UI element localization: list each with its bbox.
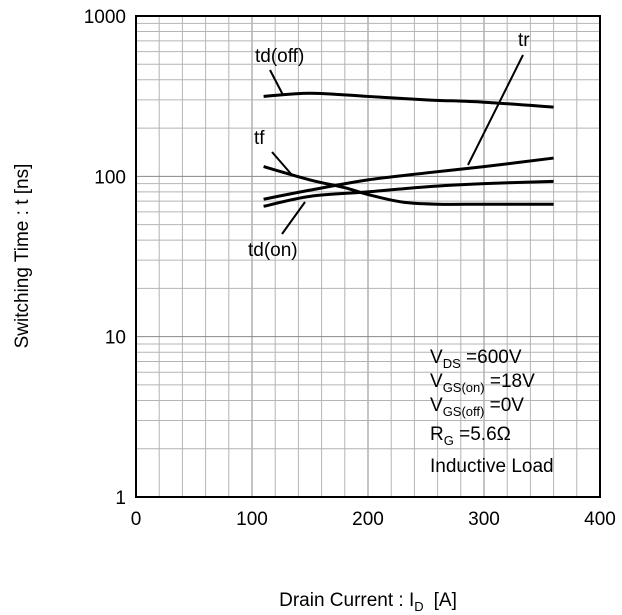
x-tick-label: 200 [352, 509, 384, 530]
note-vgs-on: VGS(on) =18V [430, 371, 535, 395]
leader-td-on [281, 201, 306, 235]
label-tr: tr [518, 30, 530, 51]
y-tick-labels: 1 10 100 1000 [84, 7, 126, 509]
series-tf-line [263, 165, 554, 206]
x-axis-label: Drain Current : ID [A] [279, 590, 457, 614]
series-td-off-line [263, 91, 554, 109]
x-tick-label: 300 [468, 509, 500, 530]
plot-frame [135, 15, 601, 498]
curves [263, 91, 554, 208]
series-td-on-line [263, 179, 554, 208]
y-tick-label: 100 [94, 167, 126, 188]
y-tick-label: 1000 [84, 7, 126, 28]
leader-tf [271, 151, 293, 176]
note-vds: VDS =600V [430, 347, 522, 371]
y-tick-label: 10 [105, 328, 126, 349]
y-tick-label: 1 [115, 488, 126, 509]
note-vgs-off: VGS(off) =0V [430, 395, 524, 419]
note-rg: RG =5.6Ω [430, 424, 511, 448]
leader-tr [467, 54, 524, 166]
x-tick-labels: 0 100 200 300 400 [131, 509, 616, 530]
y-axis-label: Switching Time : t [ns] [12, 164, 33, 349]
x-tick-label: 0 [131, 509, 142, 530]
leader-td-off [269, 69, 284, 96]
x-tick-label: 100 [236, 509, 268, 530]
series-tr-line [263, 156, 554, 201]
label-td-off: td(off) [255, 46, 304, 67]
label-tf: tf [254, 128, 265, 149]
label-td-on: td(on) [248, 240, 298, 261]
grid [136, 16, 600, 497]
note-load: Inductive Load [430, 456, 554, 477]
x-tick-label: 400 [584, 509, 616, 530]
